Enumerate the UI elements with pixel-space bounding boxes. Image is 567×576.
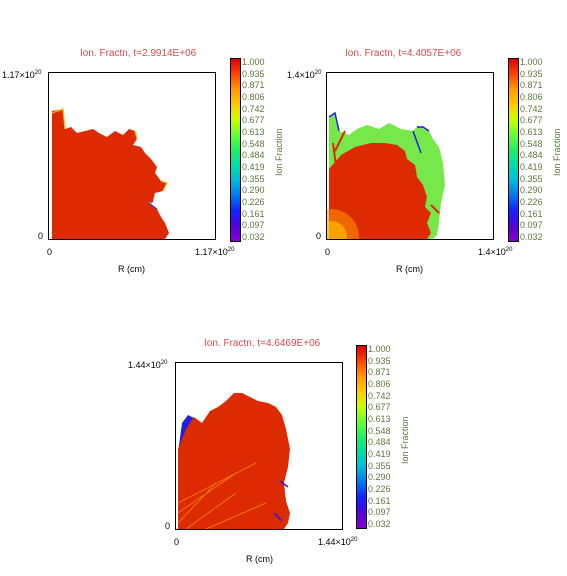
colorbar-tick-label: 0.548 [368,425,391,436]
ion-fraction-map [177,393,290,529]
y-tick-zero: 0 [165,521,171,531]
colorbar-tick-label: 0.355 [242,173,265,184]
chart-panel-2: Ion. Fractn, t=4.4057E+06 1.4×1020 0 0 1… [287,48,562,274]
y-tick-top: 1.44×1020 [128,360,168,370]
colorbar [230,58,241,242]
colorbar-tick-label: 0.032 [368,519,391,529]
colorbar-tick-label: 0.419 [520,162,543,173]
y-tick-zero: 0 [38,231,44,241]
y-tick-top: 1.4×1020 [287,70,322,80]
colorbar-ticks: 1.000 0.935 0.871 0.806 0.742 0.677 0.613 0.548… [242,58,282,242]
chart-title: Ion. Fractn, t=4.4057E+06 [345,48,462,59]
colorbar [356,345,367,529]
colorbar-tick-label: 1.000 [242,57,265,67]
ionized-region [329,143,431,239]
colorbar-tick-label: 0.677 [242,115,265,126]
colorbar-tick-label: 0.484 [520,150,543,161]
y-tick-top: 1.17×1020 [2,70,42,80]
ionization-front-edge-2 [148,200,158,210]
colorbar-tick-label: 0.613 [368,413,391,424]
x-tick-right: 1.44×1020 [318,537,358,547]
ion-fraction-map [327,111,445,239]
colorbar-tick-label: 0.484 [368,437,391,448]
plot-area [48,72,216,240]
colorbar-tick-label: 0.161 [368,495,391,506]
chart-panel-3: Ion. Fractn, t=4.6469E+06 1.44×1020 0 0 … [0,290,567,576]
x-axis-label: R (cm) [118,264,145,274]
colorbar-tick-label: 0.355 [520,173,543,184]
x-tick-right: 1.17×1020 [195,247,235,257]
y-tick-zero: 0 [316,231,322,241]
plot-area [326,72,494,240]
colorbar-tick-label: 0.161 [520,208,543,219]
colorbar-tick-label: 0.484 [242,150,265,161]
x-axis-label: R (cm) [396,264,423,274]
colorbar-ticks: 1.000 0.935 0.871 0.806 0.742 0.677 0.613 0.548… [368,345,408,529]
colorbar-tick-label: 0.935 [368,355,391,366]
colorbar-tick-label: 0.742 [520,103,543,114]
colorbar-tick-label: 0.290 [520,185,543,196]
colorbar-tick-label: 1.000 [368,344,391,354]
x-tick-zero: 0 [325,247,331,257]
x-tick-zero: 0 [47,247,53,257]
colorbar-tick-label: 0.097 [368,507,391,518]
colorbar-label: Ion Fraction [552,128,562,176]
colorbar-tick-label: 0.806 [242,92,265,103]
colorbar-tick-label: 0.742 [368,390,391,401]
colorbar-tick-label: 0.935 [242,68,265,79]
colorbar-tick-label: 0.226 [242,196,265,207]
colorbar-tick-label: 1.000 [520,57,543,67]
colorbar-tick-label: 0.290 [242,185,265,196]
neutral-tips [273,480,289,522]
x-tick-right: 1.4×1020 [478,247,513,257]
ionized-region [52,109,169,239]
colorbar-label: Ion Fraction [400,416,410,464]
colorbar-tick-label: 0.226 [368,483,391,494]
colorbar-tick-label: 0.806 [368,379,391,390]
neutral-edge [328,111,430,154]
colorbar-tick-label: 0.097 [520,220,543,231]
plot-area [175,362,343,530]
ionized-region [178,393,290,529]
colorbar-tick-label: 0.097 [242,220,265,231]
colorbar-tick-label: 0.677 [520,115,543,126]
colorbar-tick-label: 0.806 [520,92,543,103]
colorbar-tick-label: 0.871 [368,367,391,378]
ion-fraction-map [51,108,169,239]
red-streaks [332,130,440,214]
x-tick-zero: 0 [174,537,180,547]
colorbar-tick-label: 0.613 [520,126,543,137]
colorbar-tick-label: 0.419 [368,449,391,460]
colorbar-tick-label: 0.290 [368,472,391,483]
colorbar [508,58,519,242]
colorbar-ticks: 1.000 0.935 0.871 0.806 0.742 0.677 0.613 0.548… [520,58,550,242]
colorbar-tick-label: 0.871 [520,80,543,91]
colorbar-tick-label: 0.935 [520,68,543,79]
colorbar-tick-label: 0.677 [368,402,391,413]
chart-title: Ion. Fractn, t=4.6469E+06 [204,338,321,349]
colorbar-tick-label: 0.355 [368,460,391,471]
colorbar-tick-label: 0.613 [242,126,265,137]
chart-title: Ion. Fractn, t=2.9914E+06 [80,48,197,59]
x-axis-label: R (cm) [246,554,273,564]
colorbar-tick-label: 0.548 [242,138,265,149]
colorbar-tick-label: 0.032 [520,232,543,242]
radial-streaks [177,462,267,529]
colorbar-tick-label: 0.742 [242,103,265,114]
colorbar-tick-label: 0.161 [242,208,265,219]
ionization-front-edge [51,108,168,192]
colorbar-tick-label: 0.419 [242,162,265,173]
chart-panel-1: Ion. Fractn, t=2.9914E+06 1.17×1020 0 0 … [0,0,300,290]
colorbar-tick-label: 0.226 [520,196,543,207]
colorbar-tick-label: 0.548 [520,138,543,149]
colorbar-tick-label: 0.871 [242,80,265,91]
colorbar-tick-label: 0.032 [242,232,265,242]
inner-core [327,221,347,239]
